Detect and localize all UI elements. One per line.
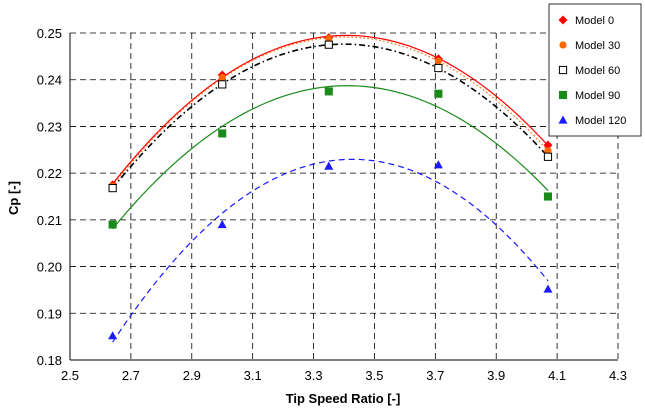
legend-label: Model 30 <box>575 40 620 52</box>
x-tick-label: 2.5 <box>61 368 79 383</box>
data-point <box>108 220 117 229</box>
x-tick-label: 3.1 <box>244 368 262 383</box>
trendline-4 <box>112 158 549 343</box>
data-point <box>434 89 443 98</box>
data-point <box>324 161 334 170</box>
data-point <box>543 152 553 161</box>
y-tick-label: 0.22 <box>37 166 62 181</box>
x-tick-label: 3.5 <box>365 368 383 383</box>
data-point <box>218 80 227 89</box>
trendline-3 <box>112 85 549 230</box>
y-tick-label: 0.25 <box>37 26 62 41</box>
data-point <box>217 220 227 229</box>
data-point <box>544 147 552 155</box>
legend-label: Model 90 <box>575 90 620 102</box>
x-tick-label: 3.9 <box>487 368 505 383</box>
x-tick-label: 2.9 <box>183 368 201 383</box>
data-point <box>325 35 333 43</box>
data-point <box>324 40 333 49</box>
data-point <box>434 57 442 65</box>
legend-marker <box>558 65 568 75</box>
legend: Model 0 Model 30 Model 60 Model 90 Model 120 <box>548 3 642 137</box>
x-tick-label: 3.7 <box>426 368 444 383</box>
data-markers <box>108 33 553 340</box>
legend-marker <box>558 90 568 100</box>
x-tick-label: 4.3 <box>609 368 627 383</box>
y-tick-label: 0.24 <box>37 73 62 88</box>
trendlines <box>111 34 549 343</box>
x-tick-label: 3.3 <box>305 368 323 383</box>
legend-marker <box>558 115 568 124</box>
legend-label: Model 60 <box>575 65 620 77</box>
trendline-0 <box>112 34 549 185</box>
data-point <box>543 192 553 201</box>
y-tick-label: 0.23 <box>37 119 62 134</box>
data-point <box>543 140 553 150</box>
data-point <box>218 73 226 81</box>
legend-label: Model 0 <box>575 15 614 27</box>
y-tick-label: 0.19 <box>37 306 62 321</box>
legend-marker <box>559 41 567 49</box>
y-axis-label: Cp [-] <box>6 181 21 215</box>
data-point <box>543 284 553 293</box>
x-tick-label: 4.1 <box>548 368 566 383</box>
legend-label: Model 120 <box>575 115 626 127</box>
y-tick-label: 0.18 <box>37 353 62 368</box>
y-tick-labels: 0.18 0.19 0.20 0.21 0.22 0.23 0.24 0.25 <box>37 26 62 368</box>
data-point <box>108 183 117 193</box>
data-point <box>434 63 443 73</box>
grid <box>69 32 619 361</box>
y-tick-label: 0.20 <box>37 260 62 275</box>
x-tick-label: 2.7 <box>122 368 140 383</box>
y-tick-label: 0.21 <box>37 213 62 228</box>
data-point <box>433 160 443 169</box>
legend-marker <box>558 15 568 25</box>
data-point <box>218 129 227 138</box>
trendline-1 <box>112 36 549 187</box>
data-point <box>108 331 118 340</box>
data-point <box>324 87 333 96</box>
x-tick-labels: 2.5 2.7 2.9 3.1 3.3 3.5 3.7 3.9 4.1 4.3 <box>61 368 627 383</box>
trendline-2 <box>111 43 549 189</box>
x-axis-label: Tip Speed Ratio [-] <box>286 391 401 406</box>
